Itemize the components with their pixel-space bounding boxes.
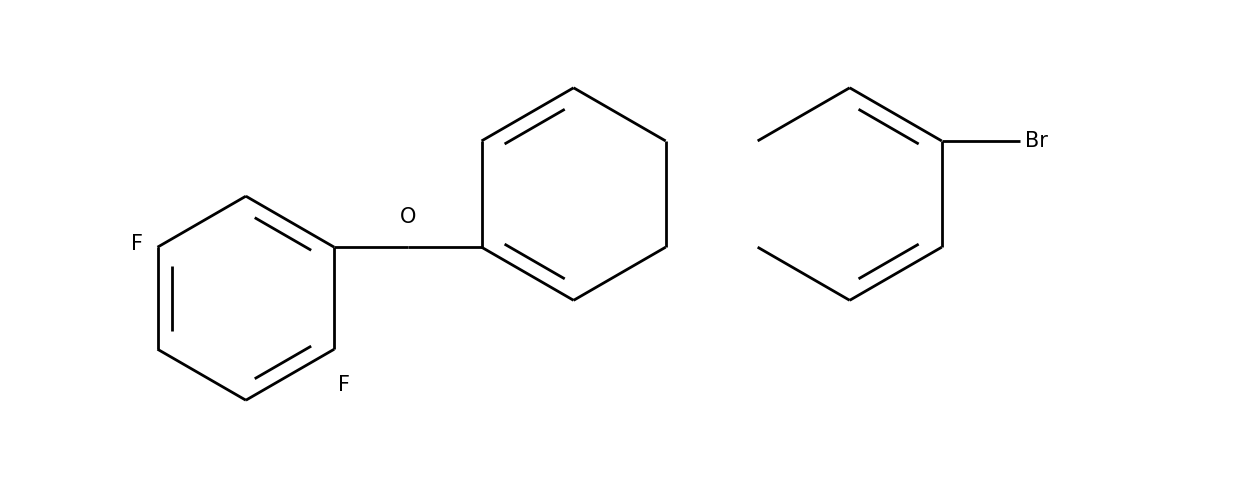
Text: Br: Br — [1026, 131, 1048, 151]
Text: F: F — [338, 375, 349, 395]
Text: F: F — [131, 234, 142, 254]
Text: O: O — [399, 207, 416, 227]
